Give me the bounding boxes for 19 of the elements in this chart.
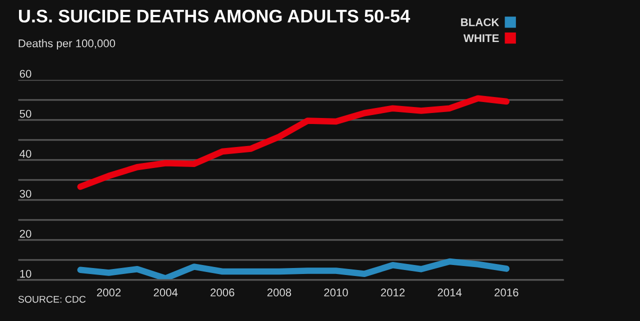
y-tick-label: 20 — [20, 230, 32, 238]
x-tick-label: 2002 — [97, 288, 121, 296]
legend-label: WHITE — [463, 34, 499, 42]
source-note: SOURCE: CDC — [18, 296, 86, 303]
x-tick-label: 2010 — [324, 288, 348, 296]
x-tick-label: 2012 — [381, 288, 405, 296]
y-tick-label: 10 — [20, 270, 32, 278]
x-tick-label: 2016 — [494, 288, 518, 296]
y-axis-title: Deaths per 100,000 — [18, 39, 116, 50]
y-tick-label: 30 — [20, 190, 32, 198]
x-tick-label: 2008 — [267, 288, 292, 296]
x-tick-label: 2004 — [154, 288, 178, 296]
y-tick-label: 40 — [20, 150, 32, 158]
chart-title: U.S. SUICIDE DEATHS AMONG ADULTS 50-54 — [19, 10, 410, 22]
legend-label: BLACK — [461, 18, 500, 26]
x-tick-label: 2006 — [210, 288, 234, 296]
y-tick-label: 60 — [20, 70, 32, 78]
x-tick-label: 2014 — [438, 288, 462, 296]
y-tick-label: 50 — [20, 110, 32, 118]
